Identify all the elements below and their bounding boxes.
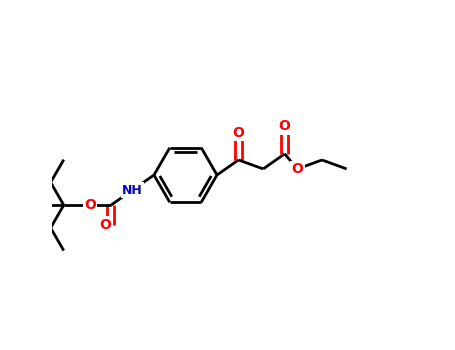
Text: O: O — [233, 126, 244, 140]
Text: O: O — [84, 198, 96, 212]
Text: O: O — [99, 218, 111, 232]
Text: NH: NH — [122, 183, 143, 197]
Text: O: O — [291, 162, 303, 176]
Text: O: O — [279, 119, 291, 133]
